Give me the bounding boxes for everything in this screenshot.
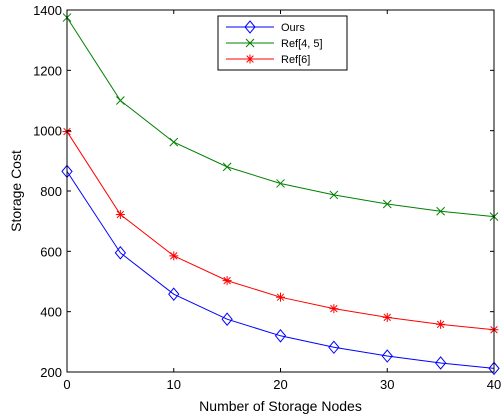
- marker-stroke: [276, 179, 285, 188]
- marker-stroke: [223, 276, 231, 285]
- y-tick-label: 600: [40, 244, 62, 259]
- x-tick-label: 0: [63, 377, 70, 392]
- y-tick-label: 800: [40, 184, 62, 199]
- data-point: [169, 137, 179, 147]
- marker-stroke: [330, 304, 338, 313]
- legend-item: Ref[4, 5]: [226, 38, 323, 50]
- data-point: [169, 251, 179, 261]
- series-2: [62, 127, 499, 335]
- marker-stroke: [383, 313, 391, 322]
- x-axis-label: Number of Storage Nodes: [199, 398, 362, 414]
- legend-item: Ref[6]: [226, 54, 310, 66]
- data-point: [116, 96, 125, 105]
- data-point: [221, 312, 233, 326]
- y-tick-label: 400: [40, 305, 62, 320]
- data-point: [382, 199, 392, 209]
- marker-stroke: [116, 210, 125, 219]
- marker-stroke: [276, 293, 285, 301]
- legend: Ours Ref[4, 5] Ref[6]: [217, 15, 348, 71]
- legend-marker: [245, 54, 255, 64]
- marker-stroke: [169, 137, 179, 147]
- data-point: [488, 361, 500, 376]
- marker-stroke: [245, 38, 255, 48]
- data-point: [115, 210, 125, 220]
- y-tick-label: 1000: [33, 124, 62, 139]
- ticks-layer: 0 10 20 30 40 200 400 600 800 1000 1200 1400: [33, 3, 501, 392]
- legend-item: Ours: [226, 20, 305, 34]
- data-point: [114, 246, 127, 260]
- marker-stroke: [222, 162, 232, 172]
- legend-label: Ours: [281, 22, 305, 34]
- marker-stroke: [329, 190, 339, 200]
- x-tick-label: 30: [380, 377, 394, 392]
- data-point: [222, 162, 232, 172]
- marker-stroke: [436, 320, 445, 329]
- x-tick-label: 20: [273, 377, 287, 392]
- y-tick-label: 200: [40, 365, 62, 380]
- marker-stroke: [170, 252, 178, 260]
- data-point: [382, 312, 392, 322]
- data-point: [276, 179, 285, 188]
- y-tick-label: 1200: [33, 63, 62, 78]
- series-line: [66, 171, 495, 369]
- data-point: [436, 319, 446, 329]
- marker-stroke: [116, 96, 125, 105]
- y-tick-label: 1400: [33, 3, 62, 18]
- x-tick-label: 40: [487, 377, 501, 392]
- data-point: [434, 356, 447, 370]
- series-0: [61, 164, 500, 376]
- data-point: [168, 287, 180, 301]
- y-axis-label: Storage Cost: [8, 150, 24, 232]
- x-tick-label: 10: [167, 377, 181, 392]
- legend-marker: [244, 20, 256, 34]
- marker-stroke: [382, 199, 392, 209]
- data-point: [274, 329, 287, 343]
- legend-label: Ref[4, 5]: [281, 38, 323, 50]
- data-point: [436, 206, 445, 216]
- data-point: [329, 190, 339, 200]
- marker-stroke: [246, 55, 254, 63]
- data-point: [276, 292, 285, 302]
- data-point: [222, 276, 232, 286]
- legend-label: Ref[6]: [281, 54, 310, 66]
- legend-marker: [245, 38, 255, 48]
- data-point: [381, 349, 393, 363]
- data-point: [329, 304, 339, 314]
- data-point: [328, 340, 340, 355]
- marker-stroke: [436, 206, 445, 216]
